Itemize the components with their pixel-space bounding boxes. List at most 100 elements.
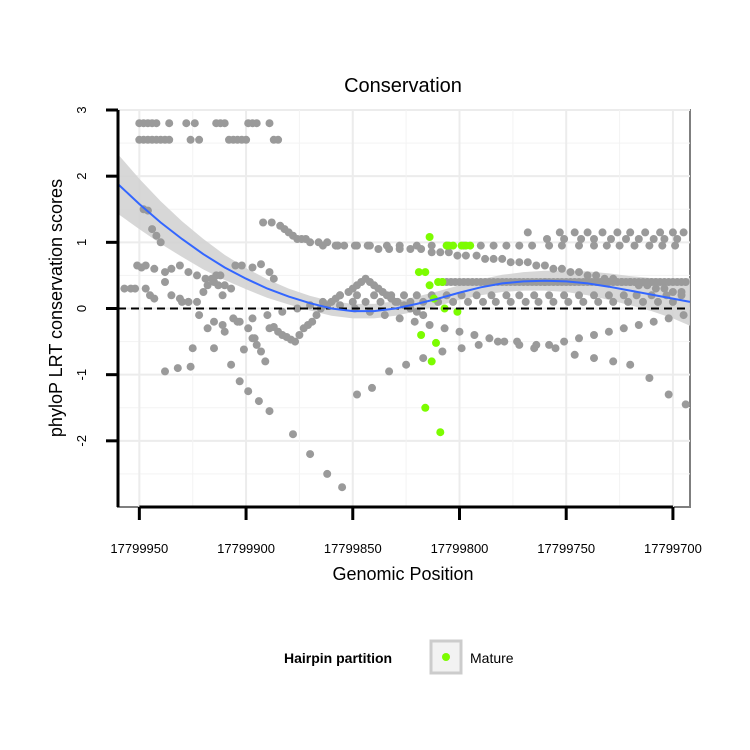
x-tick-label: 17799900	[217, 541, 275, 556]
data-point	[641, 228, 650, 237]
data-point	[425, 321, 434, 329]
data-point	[220, 281, 229, 290]
data-point	[671, 241, 680, 250]
data-point	[613, 228, 622, 237]
data-point	[412, 291, 421, 300]
data-point	[239, 345, 248, 354]
data-point	[395, 245, 404, 253]
data-point	[560, 235, 569, 243]
data-point	[679, 311, 688, 320]
data-point	[664, 314, 673, 323]
data-point	[626, 360, 635, 369]
data-point	[532, 261, 541, 270]
data-point	[481, 254, 490, 263]
data-point	[227, 360, 236, 369]
data-point	[203, 281, 212, 290]
data-point	[248, 263, 257, 272]
data-point	[141, 261, 150, 270]
data-point	[677, 288, 686, 296]
data-point	[600, 274, 609, 283]
data-point	[540, 261, 549, 270]
data-point	[297, 235, 306, 243]
data-point	[436, 248, 445, 257]
data-point	[470, 331, 479, 339]
data-point	[410, 317, 419, 326]
data-point	[406, 245, 415, 253]
data-point	[216, 271, 225, 280]
data-point	[218, 291, 227, 300]
data-point	[214, 281, 223, 290]
y-tick-label: -2	[74, 435, 89, 447]
data-point	[257, 260, 265, 269]
data-point	[609, 274, 618, 283]
data-point	[190, 119, 199, 128]
data-point	[651, 284, 660, 293]
data-point	[645, 241, 654, 250]
data-point	[331, 241, 340, 250]
data-point	[156, 238, 165, 247]
data-point	[506, 297, 515, 306]
data-point	[274, 135, 283, 144]
data-point	[515, 340, 524, 349]
mature-point	[438, 278, 447, 286]
data-point	[361, 297, 370, 306]
data-point	[464, 297, 472, 306]
data-point	[609, 357, 618, 366]
data-point	[634, 235, 643, 243]
data-point	[660, 235, 669, 243]
data-point	[630, 241, 639, 250]
data-point	[363, 241, 372, 250]
data-point	[619, 291, 628, 300]
data-point	[201, 274, 210, 283]
data-point	[564, 297, 573, 306]
y-tick-label: 3	[74, 106, 89, 113]
data-point	[218, 321, 227, 329]
data-point	[545, 241, 554, 250]
x-tick-label: 17799800	[431, 541, 489, 556]
data-point	[476, 241, 485, 250]
data-point	[152, 231, 161, 240]
data-point	[590, 291, 598, 300]
data-point	[374, 245, 383, 253]
data-point	[545, 291, 554, 300]
data-point	[308, 317, 317, 326]
mature-point	[466, 241, 475, 250]
y-tick-label: 0	[74, 305, 89, 312]
data-point	[265, 268, 274, 277]
data-point	[210, 317, 218, 326]
data-point	[590, 331, 598, 339]
data-point	[291, 337, 300, 346]
data-point	[312, 311, 321, 320]
data-point	[188, 344, 197, 353]
data-point	[254, 397, 263, 406]
data-point	[664, 390, 673, 399]
data-point	[515, 258, 524, 267]
data-point	[306, 450, 315, 459]
y-tick-label: 1	[74, 239, 89, 246]
mature-point	[449, 241, 458, 250]
data-point	[250, 334, 259, 343]
data-point	[186, 135, 195, 144]
data-point	[267, 218, 276, 227]
data-point	[402, 360, 411, 369]
data-point	[210, 344, 218, 353]
data-point	[521, 297, 530, 306]
y-tick-label: 2	[74, 173, 89, 180]
data-point	[141, 284, 150, 293]
data-point	[263, 311, 272, 320]
data-point	[668, 228, 677, 237]
data-point	[555, 228, 564, 237]
data-point	[632, 291, 641, 300]
data-point	[338, 483, 347, 492]
data-point	[491, 297, 500, 306]
data-point	[575, 291, 583, 300]
data-point	[472, 291, 481, 300]
data-point	[590, 354, 598, 363]
data-point	[579, 297, 588, 306]
data-point	[594, 297, 603, 306]
x-axis-label: Genomic Position	[332, 564, 473, 584]
data-point	[617, 278, 626, 286]
legend-entry-mature: Mature	[470, 650, 514, 666]
data-point	[306, 238, 315, 247]
data-point	[148, 225, 157, 234]
